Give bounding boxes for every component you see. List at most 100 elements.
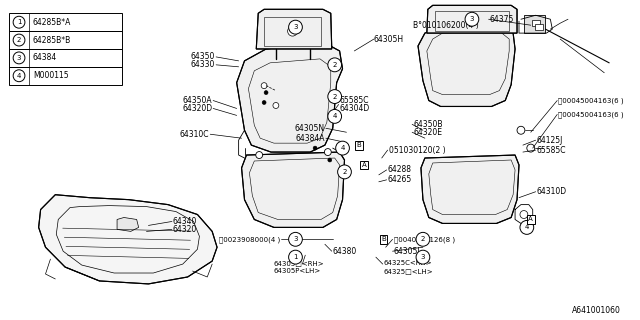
Text: 65585C: 65585C: [340, 96, 369, 105]
Circle shape: [313, 146, 317, 150]
Text: 3: 3: [420, 254, 425, 260]
Text: 2: 2: [420, 236, 425, 242]
Circle shape: [335, 141, 349, 155]
Text: 64350B: 64350B: [413, 120, 443, 129]
Text: 3: 3: [293, 236, 298, 242]
Text: 64350A: 64350A: [182, 96, 212, 105]
Text: 64305I: 64305I: [394, 247, 420, 256]
Bar: [524, 15, 545, 33]
Circle shape: [338, 165, 351, 179]
Text: 4: 4: [340, 145, 345, 151]
Circle shape: [328, 158, 332, 162]
Text: 1: 1: [17, 19, 21, 25]
Text: 64375: 64375: [490, 15, 514, 24]
Text: Ⓢ00045004163(6 ): Ⓢ00045004163(6 ): [558, 97, 624, 104]
Circle shape: [264, 91, 268, 95]
Circle shape: [262, 100, 266, 105]
Circle shape: [13, 34, 25, 46]
Polygon shape: [418, 25, 515, 107]
Text: 64305N: 64305N: [295, 124, 325, 133]
Text: 65585C: 65585C: [536, 146, 566, 155]
Circle shape: [527, 144, 534, 152]
Text: 64384A: 64384A: [296, 134, 325, 143]
Text: 64320D: 64320D: [182, 104, 212, 113]
Text: 64350: 64350: [191, 52, 215, 61]
Text: 64325□<LH>: 64325□<LH>: [384, 268, 433, 274]
Text: 64304D: 64304D: [340, 104, 370, 113]
Text: B: B: [357, 142, 362, 148]
Text: M000115: M000115: [33, 71, 68, 80]
Circle shape: [273, 102, 279, 108]
Text: 64384: 64384: [33, 53, 57, 62]
Text: 64380: 64380: [333, 247, 357, 256]
Text: 64310D: 64310D: [536, 187, 567, 196]
Circle shape: [13, 70, 25, 82]
Text: 64340: 64340: [173, 217, 197, 226]
Polygon shape: [421, 155, 519, 223]
Text: 4: 4: [333, 113, 337, 119]
Text: 64325C<RH>: 64325C<RH>: [384, 260, 433, 266]
Circle shape: [328, 109, 342, 123]
Circle shape: [289, 232, 302, 246]
Text: B: B: [381, 236, 386, 242]
Circle shape: [520, 211, 528, 219]
Text: 64320: 64320: [173, 225, 197, 234]
Circle shape: [465, 12, 479, 26]
Bar: [9, 49, 122, 67]
Text: A: A: [362, 162, 367, 168]
Text: Ⓞ0023908000(4 ): Ⓞ0023908000(4 ): [218, 236, 280, 243]
Polygon shape: [38, 195, 217, 284]
Polygon shape: [117, 218, 139, 231]
Circle shape: [520, 220, 534, 234]
Polygon shape: [237, 43, 342, 152]
Bar: [9, 67, 122, 85]
Circle shape: [13, 52, 25, 64]
Bar: [9, 13, 122, 31]
Text: 64285B*B: 64285B*B: [33, 36, 71, 44]
Text: 64288: 64288: [388, 165, 412, 174]
Text: 64305□<RH>: 64305□<RH>: [274, 260, 324, 266]
Text: 3: 3: [470, 16, 474, 22]
Bar: [9, 31, 122, 49]
Text: 2: 2: [342, 169, 347, 175]
Text: 64310C: 64310C: [180, 130, 209, 139]
Text: 3: 3: [293, 24, 298, 30]
Polygon shape: [427, 5, 517, 33]
Text: A: A: [529, 216, 533, 222]
Circle shape: [287, 26, 298, 36]
Text: 051030120(2 ): 051030120(2 ): [388, 146, 445, 155]
Circle shape: [328, 58, 342, 72]
Text: 4: 4: [525, 224, 529, 230]
Circle shape: [416, 250, 430, 264]
Text: B°010106200(4 ): B°010106200(4 ): [413, 21, 479, 30]
Bar: [532, 20, 540, 26]
Text: 1: 1: [293, 254, 298, 260]
Text: Ⓢ0040206126(8 ): Ⓢ0040206126(8 ): [394, 236, 454, 243]
Text: 64305P<LH>: 64305P<LH>: [274, 268, 321, 274]
Text: 2: 2: [333, 93, 337, 100]
Text: 2: 2: [333, 62, 337, 68]
Polygon shape: [256, 9, 332, 49]
Text: 3: 3: [17, 55, 21, 61]
Circle shape: [324, 148, 332, 156]
Text: 64330: 64330: [191, 60, 215, 69]
Text: 64305H: 64305H: [374, 35, 404, 44]
Text: 64320E: 64320E: [413, 128, 442, 137]
Text: 2: 2: [17, 37, 21, 43]
Circle shape: [289, 20, 302, 34]
Text: A641001060: A641001060: [572, 306, 621, 315]
Polygon shape: [241, 152, 344, 228]
Text: 64265: 64265: [388, 175, 412, 184]
Text: 4: 4: [17, 73, 21, 79]
Text: 64125J: 64125J: [536, 136, 563, 145]
Text: Ⓢ00045004163(6 ): Ⓢ00045004163(6 ): [558, 111, 624, 118]
Circle shape: [517, 126, 525, 134]
Circle shape: [261, 83, 267, 89]
Circle shape: [416, 232, 430, 246]
Circle shape: [13, 16, 25, 28]
Bar: [534, 24, 543, 30]
Text: 64285B*A: 64285B*A: [33, 18, 71, 27]
Circle shape: [256, 152, 262, 158]
Circle shape: [289, 250, 302, 264]
Circle shape: [328, 90, 342, 103]
